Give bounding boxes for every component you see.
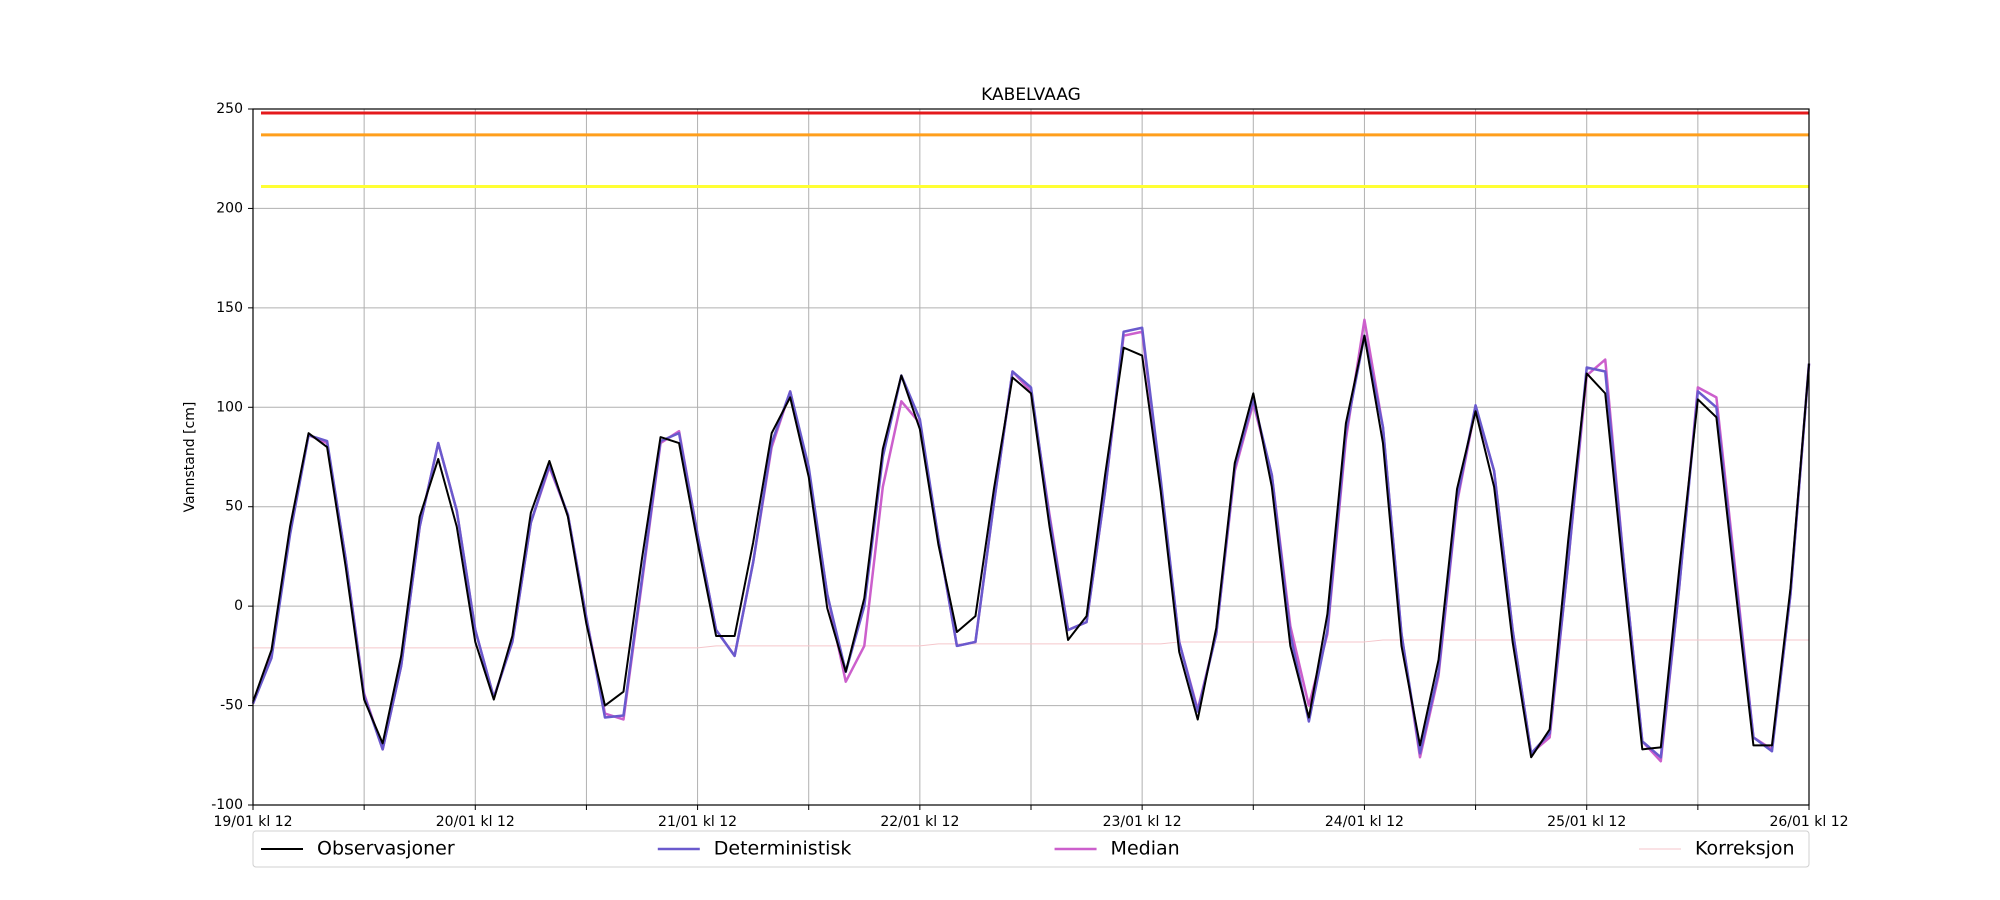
y-tick-label: 150 — [216, 300, 243, 316]
y-tick-label: 50 — [225, 499, 243, 515]
x-tick-label: 19/01 kl 12 — [213, 814, 292, 830]
x-tick-label: 23/01 kl 12 — [1103, 814, 1182, 830]
x-tick-label: 24/01 kl 12 — [1325, 814, 1404, 830]
y-tick-label: 200 — [216, 200, 243, 216]
x-tick-label: 22/01 kl 12 — [880, 814, 959, 830]
y-tick-label: 250 — [216, 101, 243, 117]
legend-label: Deterministisk — [714, 838, 852, 860]
x-tick-label: 21/01 kl 12 — [658, 814, 737, 830]
data-line — [253, 639, 1809, 649]
x-tick-label: 26/01 kl 12 — [1769, 814, 1848, 830]
legend-box — [252, 830, 1810, 868]
legend-label: Median — [1111, 838, 1180, 860]
data-line — [251, 326, 1811, 759]
legend-label: Korreksjon — [1695, 838, 1795, 860]
y-tick-label: 100 — [216, 399, 243, 415]
y-axis-label: Vannstand [cm] — [182, 402, 198, 513]
legend-label: Observasjoner — [317, 838, 455, 860]
x-tick-label: 20/01 kl 12 — [436, 814, 515, 830]
y-tick-label: -50 — [220, 698, 243, 714]
x-tick-label: 25/01 kl 12 — [1547, 814, 1626, 830]
data-line — [252, 334, 1810, 759]
y-tick-label: 0 — [234, 598, 243, 614]
y-tick-label: -100 — [211, 797, 243, 813]
chart-title: KABELVAAG — [981, 85, 1081, 105]
plot-frame — [252, 108, 1810, 806]
